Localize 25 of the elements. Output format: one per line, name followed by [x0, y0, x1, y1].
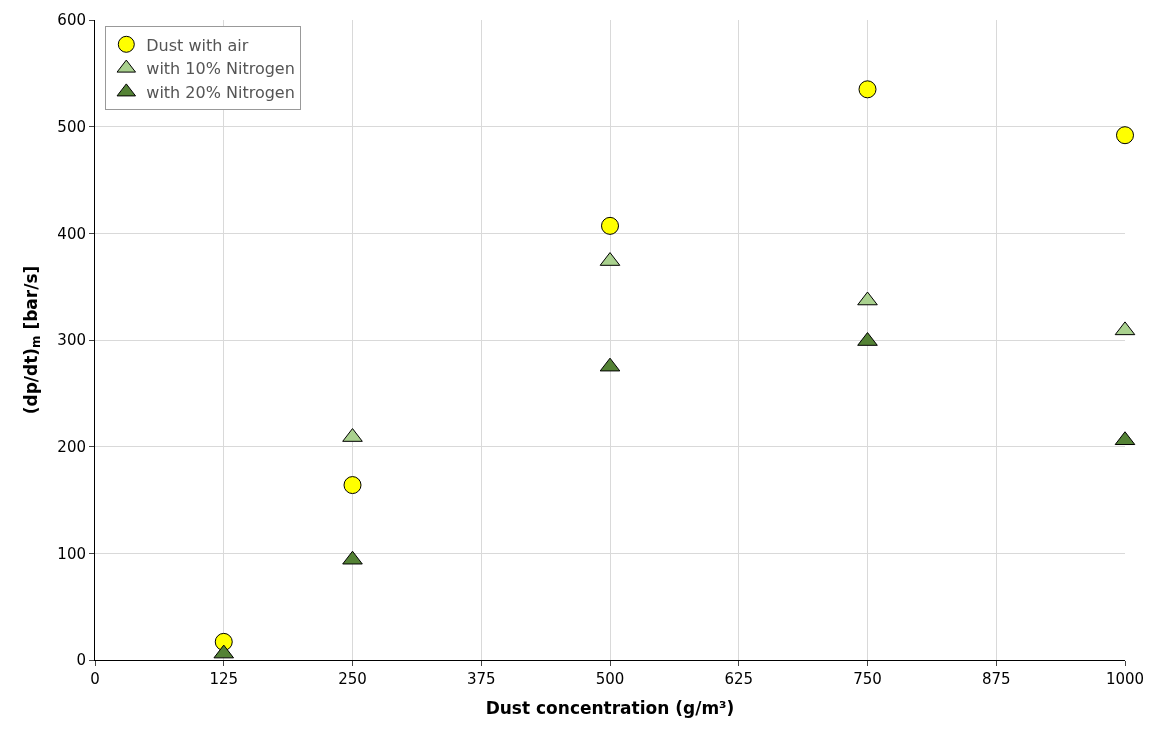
legend-label: with 10% Nitrogen — [146, 59, 295, 79]
y-tick-label: 500 — [57, 117, 86, 136]
x-tick-label: 250 — [338, 670, 367, 688]
x-tick-label: 375 — [466, 670, 496, 688]
x-axis-title: Dust concentration (g/m³) — [485, 698, 735, 719]
y-tick-label: 600 — [57, 11, 86, 30]
y-tick-label: 400 — [57, 224, 86, 243]
x-tick-label: 1000 — [1105, 670, 1145, 688]
y-tick-label: 0 — [76, 651, 86, 670]
x-tick-label: 500 — [595, 670, 625, 688]
y-tick-label: 300 — [57, 331, 86, 350]
x-tick-label: 625 — [724, 670, 754, 688]
y-tick-label: 100 — [57, 544, 86, 563]
point — [342, 550, 363, 565]
x-tick-label: 875 — [981, 670, 1011, 688]
x-tick-label: 125 — [209, 670, 239, 688]
point — [1116, 126, 1134, 145]
point — [857, 291, 878, 306]
y-tick-label: 200 — [57, 437, 86, 456]
legend-label: with 20% Nitrogen — [146, 83, 295, 103]
point — [858, 80, 877, 99]
x-tick-label: 0 — [90, 670, 100, 688]
x-tick-label: 750 — [853, 670, 882, 688]
legend-label: Dust with air — [146, 35, 249, 55]
point — [601, 216, 619, 235]
